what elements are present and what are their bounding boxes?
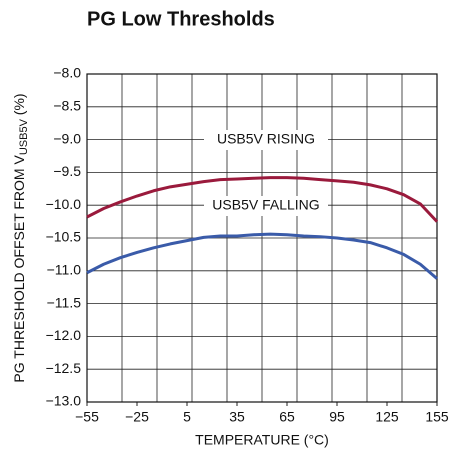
y-tick-label: −8.0 (53, 65, 81, 81)
annotation: USB5V RISING (217, 131, 315, 147)
y-tick-label: −12.0 (46, 327, 82, 343)
y-tick-label: −12.5 (46, 360, 82, 376)
x-tick-label: 95 (329, 409, 345, 425)
x-axis-label: TEMPERATURE (°C) (195, 432, 329, 448)
x-tick-label: −25 (125, 409, 149, 425)
y-axis-label: PG THRESHOLD OFFSET FROM VUSB5V (%) (11, 93, 30, 382)
annotation-bg (204, 130, 328, 150)
y-tick-label: −11.0 (47, 262, 82, 278)
series-line (86, 232, 438, 280)
y-tick-label: −10.5 (46, 229, 82, 245)
x-tick-label: 5 (183, 409, 191, 425)
y-tick-label: −9.0 (53, 130, 81, 146)
y-axis-label-main: PG THRESHOLD OFFSET FROM V (11, 155, 27, 383)
y-axis-label-suffix: (%) (11, 93, 27, 119)
plot-frame (86, 73, 438, 403)
y-tick-label: −13.0 (46, 393, 82, 409)
x-tick-label: 155 (425, 409, 449, 425)
x-tick-label: −55 (75, 409, 99, 425)
y-tick-label: −11.5 (47, 294, 82, 310)
chart-title: PG Low Thresholds (87, 8, 275, 30)
annotation: USB5V FALLING (212, 197, 319, 213)
series-line (86, 176, 439, 223)
y-tick-label: −9.5 (53, 163, 81, 179)
x-tick-label: 35 (229, 409, 245, 425)
y-tick-label: −10.0 (46, 196, 82, 212)
annotation-bg (204, 196, 328, 216)
x-tick-label: 125 (375, 409, 399, 425)
x-tick-label: 65 (279, 409, 295, 425)
y-axis-label-sub: USB5V (18, 118, 30, 155)
y-tick-label: −8.5 (53, 98, 81, 114)
